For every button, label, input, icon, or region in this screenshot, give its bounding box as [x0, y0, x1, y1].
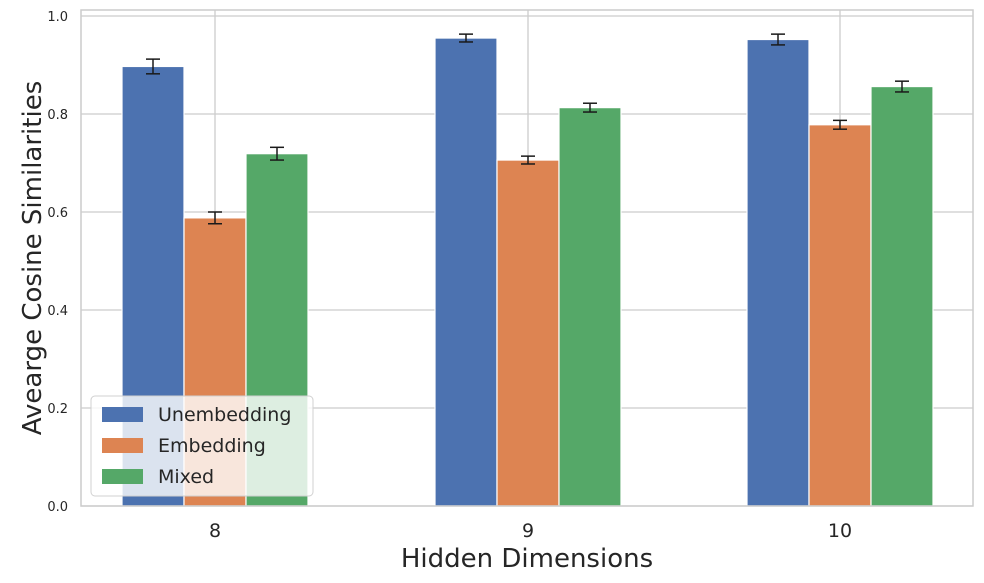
bar-unembedding — [434, 37, 498, 507]
legend-swatch — [102, 407, 143, 422]
x-tick-label: 10 — [828, 520, 852, 542]
y-axis-label: Avearge Cosine Similarities — [18, 81, 48, 435]
error-bar — [833, 119, 847, 130]
error-bar — [208, 211, 222, 225]
y-tick-label: 1.0 — [47, 10, 68, 25]
y-tick-label: 0.0 — [47, 500, 68, 515]
error-bar — [270, 146, 284, 161]
legend-swatch — [102, 438, 143, 453]
error-bars-group — [146, 33, 909, 225]
y-tick-label: 0.2 — [47, 402, 68, 417]
plot-frame — [80, 9, 974, 507]
error-bar — [771, 33, 785, 46]
y-tick-labels: 0.0 0.2 0.4 0.6 0.8 1.0 — [47, 10, 68, 515]
error-bar — [583, 102, 597, 113]
error-bar — [521, 155, 535, 165]
bar-embedding — [496, 159, 560, 507]
error-bar — [459, 33, 473, 43]
y-tick-label: 0.4 — [47, 304, 68, 319]
x-tick-labels: 8 9 10 — [209, 520, 852, 542]
bar-mixed — [870, 85, 934, 507]
legend-label: Mixed — [158, 466, 214, 488]
bar-embedding — [808, 124, 872, 507]
legend-swatch — [102, 469, 143, 484]
x-axis-label: Hidden Dimensions — [401, 544, 653, 574]
legend-label: Unembedding — [158, 404, 291, 426]
bar-unembedding — [746, 38, 810, 507]
bar-mixed — [558, 107, 622, 507]
legend-label: Embedding — [158, 435, 266, 457]
error-bar — [895, 80, 909, 93]
legend: Unembedding Embedding Mixed — [90, 395, 314, 497]
x-tick-label: 9 — [522, 520, 534, 542]
error-bar — [146, 58, 160, 75]
legend-box — [90, 395, 314, 497]
y-tick-label: 0.8 — [47, 108, 68, 123]
x-tick-label: 8 — [209, 520, 221, 542]
y-tick-label: 0.6 — [47, 206, 68, 221]
